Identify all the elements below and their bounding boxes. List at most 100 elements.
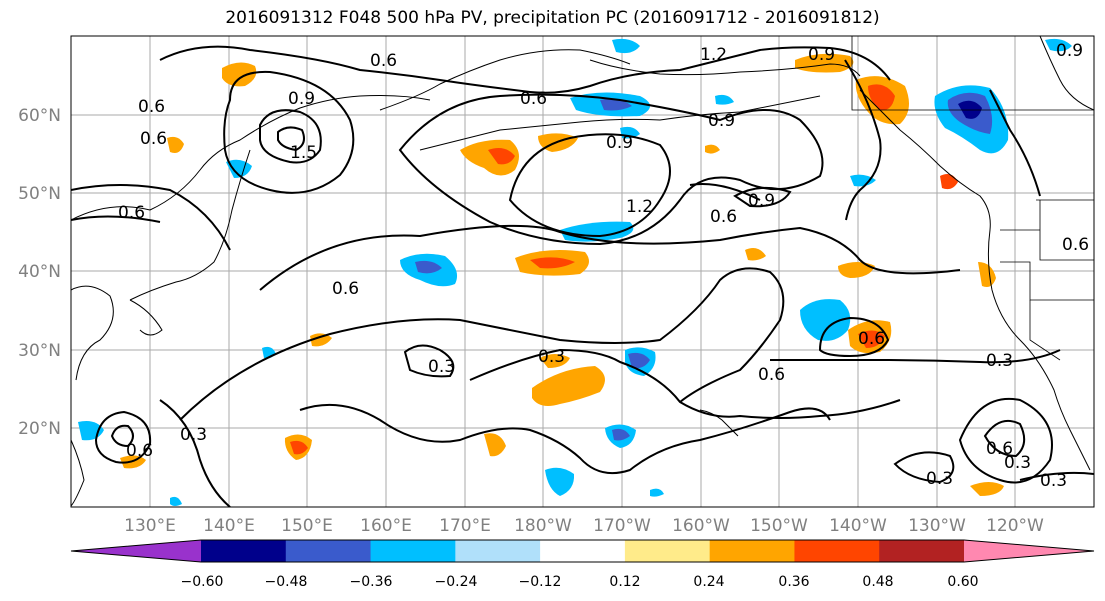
contour-label: 0.6 bbox=[520, 89, 547, 109]
map-title: 2016091312 F048 500 hPa PV, precipitatio… bbox=[225, 8, 880, 28]
lat-label: 30°N bbox=[18, 341, 61, 361]
pv-contour bbox=[398, 93, 824, 246]
pv-contour bbox=[223, 70, 355, 194]
lon-label: 140°E bbox=[203, 516, 255, 536]
pv-contour bbox=[733, 186, 792, 208]
precip-positive-region bbox=[795, 53, 854, 73]
lon-label: 130°E bbox=[124, 516, 176, 536]
precip-negative-region bbox=[600, 98, 632, 111]
coastline bbox=[379, 49, 631, 111]
contour-labels: 0.6 1.2 0.9 0.9 0.6 1.5 0.9 0.6 0.6 0.9 … bbox=[118, 41, 1089, 491]
precip-positive-region bbox=[978, 262, 996, 287]
pv-contour bbox=[159, 399, 231, 507]
coastline bbox=[129, 299, 163, 336]
coastline bbox=[71, 95, 431, 221]
precip-positive-region bbox=[290, 440, 308, 455]
coastline bbox=[129, 149, 251, 301]
contour-label: 0.6 bbox=[118, 203, 145, 223]
borders bbox=[851, 36, 1094, 361]
contour-label: 1.2 bbox=[626, 197, 653, 217]
longitude-labels: 130°E 140°E 150°E 160°E 170°E 180°W 170°… bbox=[124, 516, 1044, 536]
pv-contour bbox=[110, 424, 134, 448]
pv-contour bbox=[71, 184, 231, 251]
lon-label: 160°E bbox=[360, 516, 412, 536]
precip-negative-region bbox=[715, 94, 734, 105]
colorbar-tick-label: −0.60 bbox=[181, 574, 224, 590]
pv-contour bbox=[71, 215, 161, 223]
precip-negative-region bbox=[650, 488, 664, 497]
pv-contour bbox=[958, 397, 1053, 484]
contour-label: 1.5 bbox=[290, 143, 317, 163]
colorbar-tick-label: 0.24 bbox=[693, 574, 724, 590]
precip-positive-region bbox=[745, 248, 766, 261]
precip-negative-region bbox=[170, 496, 182, 506]
colorbar-tick-label: −0.48 bbox=[265, 574, 308, 590]
contour-label: 0.3 bbox=[180, 425, 207, 445]
contour-label: 0.9 bbox=[708, 111, 735, 131]
contour-label: 0.3 bbox=[926, 469, 953, 489]
latitude-labels: 60°N 50°N 40°N 30°N 20°N bbox=[18, 106, 61, 439]
colorbar-tick-label: −0.24 bbox=[435, 574, 478, 590]
precip-positive-region bbox=[705, 144, 720, 154]
pv-contour bbox=[94, 410, 152, 464]
colorbar-segment bbox=[540, 540, 626, 562]
precip-negative-region bbox=[800, 299, 851, 341]
colorbar-outline bbox=[70, 539, 1095, 563]
pv-contour bbox=[818, 316, 890, 358]
lat-label: 40°N bbox=[18, 262, 61, 282]
precip-positive-region bbox=[222, 62, 257, 87]
precipitation-anomalies bbox=[78, 38, 1072, 506]
lat-label: 50°N bbox=[18, 184, 61, 204]
contour-label: 0.3 bbox=[538, 347, 565, 367]
pv-contour bbox=[403, 344, 455, 378]
colorbar-extend-high bbox=[964, 540, 1094, 562]
precip-negative-region bbox=[628, 352, 650, 369]
precip-positive-region bbox=[838, 262, 875, 278]
contour-label: 0.9 bbox=[606, 133, 633, 153]
contour-label: 0.6 bbox=[986, 439, 1013, 459]
lat-label: 60°N bbox=[18, 106, 61, 126]
precip-positive-region bbox=[484, 433, 506, 457]
precip-positive-region bbox=[530, 257, 575, 269]
contour-label: 0.6 bbox=[332, 279, 359, 299]
colorbar-tick-label: 0.12 bbox=[609, 574, 640, 590]
pv-contour bbox=[159, 45, 891, 94]
lon-label: 180°W bbox=[514, 516, 572, 536]
contour-label: 0.6 bbox=[710, 207, 737, 227]
contour-label: 0.3 bbox=[428, 357, 455, 377]
precip-positive-region bbox=[858, 330, 885, 348]
map-frame bbox=[70, 35, 1095, 508]
contour-label: 0.6 bbox=[140, 129, 167, 149]
colorbar-tick-labels: −0.60 −0.48 −0.36 −0.24 −0.12 0.12 0.24 … bbox=[181, 574, 979, 590]
pv-contour bbox=[1019, 471, 1094, 481]
contour-label: 0.6 bbox=[1062, 235, 1089, 255]
colorbar-tick-label: −0.36 bbox=[350, 574, 393, 590]
colorbar-segment bbox=[879, 540, 965, 562]
precip-negative-region bbox=[612, 428, 630, 441]
contour-label: 0.3 bbox=[986, 351, 1013, 371]
coastline bbox=[71, 285, 114, 381]
lon-label: 130°W bbox=[908, 516, 966, 536]
colorbar-segment bbox=[370, 540, 456, 562]
precip-positive-region bbox=[540, 354, 570, 368]
precip-positive-region bbox=[970, 482, 1004, 496]
border-line bbox=[851, 36, 1094, 111]
lon-label: 160°W bbox=[672, 516, 730, 536]
pv-contours bbox=[71, 45, 1094, 507]
lon-label: 120°W bbox=[986, 516, 1044, 536]
border-line bbox=[1000, 261, 1094, 301]
precip-negative-region bbox=[612, 38, 640, 54]
pv-contour bbox=[259, 224, 961, 291]
colorbar bbox=[70, 539, 1095, 563]
contour-label: 0.3 bbox=[1040, 471, 1067, 491]
precip-negative-region bbox=[850, 174, 876, 187]
contour-label: 0.9 bbox=[1056, 41, 1083, 61]
pv-contour bbox=[259, 109, 322, 164]
precip-positive-region bbox=[167, 136, 184, 153]
colorbar-extend-low bbox=[71, 540, 201, 562]
pv-contour bbox=[689, 183, 761, 201]
pv-contour bbox=[469, 348, 901, 419]
precip-positive-region bbox=[460, 139, 519, 176]
lon-label: 150°E bbox=[281, 516, 333, 536]
